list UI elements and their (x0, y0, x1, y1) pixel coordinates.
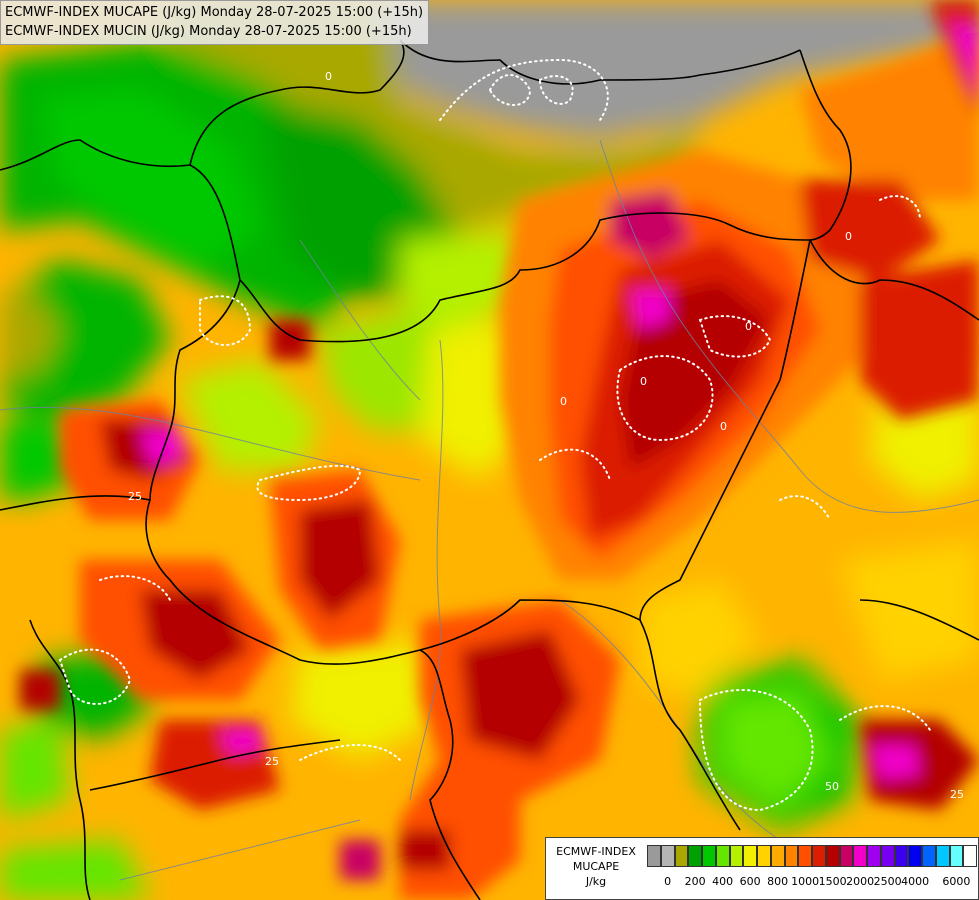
legend-swatch (839, 845, 854, 867)
legend-swatch (688, 845, 702, 867)
legend-tick-label: 4000 (901, 875, 930, 888)
contour-label: 0 (845, 230, 852, 243)
legend-swatch (647, 845, 661, 867)
contour-label: 25 (265, 755, 279, 768)
legend-tick-label: 200 (684, 875, 706, 888)
legend-swatch (922, 845, 936, 867)
contour-label: 50 (825, 780, 839, 793)
country-borders (0, 39, 979, 900)
legend-swatch (715, 845, 730, 867)
legend-ticks: 0 200 400 600 800 1000 1500 2000 2500 4000 6000 (647, 875, 977, 891)
legend-swatches (647, 845, 977, 867)
contour-label: 25 (128, 490, 142, 503)
contour-label: 0 (745, 320, 752, 333)
legend-swatch (949, 845, 964, 867)
mucape-title: ECMWF-INDEX MUCAPE (J/kg) Monday 28-07-2… (5, 5, 424, 20)
legend-swatch (853, 845, 867, 867)
contour-label: 25 (950, 788, 964, 801)
legend-swatch (757, 845, 771, 867)
cape-high-field (20, 0, 979, 900)
contour-label: 0 (640, 375, 647, 388)
contour-labels: 0 0 0 0 0 0 25 25 25 50 (128, 70, 964, 801)
legend-swatch (784, 845, 799, 867)
legend-swatch (660, 845, 675, 867)
contour-label: 0 (560, 395, 567, 408)
legend-tick-label: 400 (712, 875, 734, 888)
legend-swatch (825, 845, 840, 867)
contour-label: 0 (325, 70, 332, 83)
legend-model-label: ECMWF-INDEX (556, 845, 636, 858)
legend-swatch (963, 845, 977, 867)
legend-title: ECMWF-INDEX MUCAPE J/kg (550, 844, 642, 889)
legend-swatch (812, 845, 826, 867)
legend-tick-label: 1500 (818, 875, 847, 888)
mucin-contours (58, 58, 931, 812)
legend-tick-label: 1000 (791, 875, 820, 888)
legend-swatch (729, 845, 744, 867)
legend-swatch (702, 845, 716, 867)
mucin-title: ECMWF-INDEX MUCIN (J/kg) Monday 28-07-20… (5, 24, 412, 39)
legend-tick-label: 6000 (942, 875, 971, 888)
legend-param-label: MUCAPE (572, 860, 620, 873)
legend-swatch (880, 845, 895, 867)
legend-tick-label: 800 (767, 875, 789, 888)
legend-swatch (867, 845, 881, 867)
legend-swatch (894, 845, 909, 867)
legend-swatch (770, 845, 785, 867)
contour-label: 0 (720, 420, 727, 433)
legend-tick-label: 2000 (846, 875, 875, 888)
legend-swatch (798, 845, 812, 867)
legend-tick-label: 600 (739, 875, 761, 888)
map-title-box: ECMWF-INDEX MUCAPE (J/kg) Monday 28-07-2… (0, 0, 430, 45)
legend-swatch (743, 845, 757, 867)
legend-tick-label: 2500 (873, 875, 902, 888)
legend-swatch (908, 845, 922, 867)
legend-tick-label: 0 (664, 875, 672, 888)
legend-unit-label: J/kg (585, 875, 607, 888)
legend-swatch (674, 845, 689, 867)
legend-swatch (935, 845, 950, 867)
color-legend: ECMWF-INDEX MUCAPE J/kg 0 200 400 600 800 100… (545, 837, 979, 900)
